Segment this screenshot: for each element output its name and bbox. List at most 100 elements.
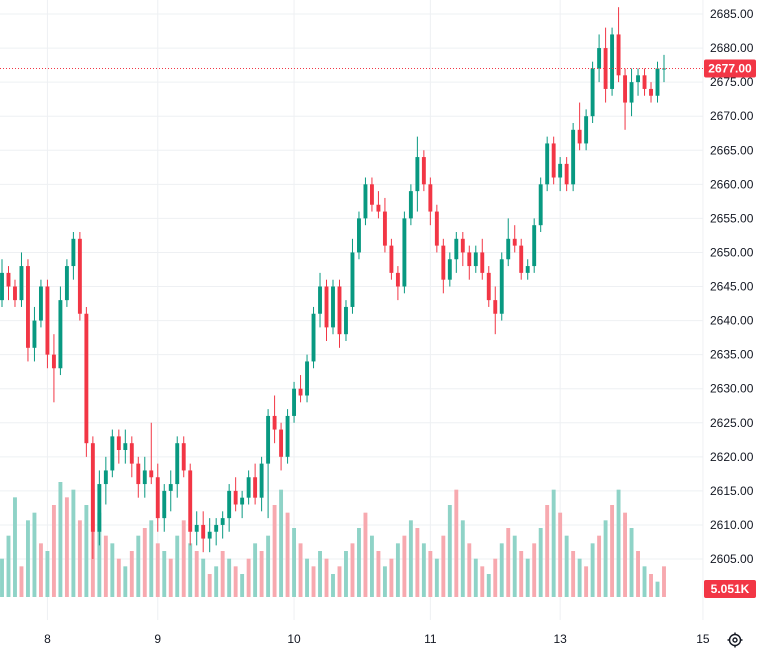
candle	[272, 395, 277, 444]
volume-bar	[129, 551, 134, 597]
x-tick-label: 10	[287, 632, 301, 646]
volume-bar	[45, 551, 50, 597]
candle	[389, 238, 394, 280]
volume-bar	[499, 543, 504, 597]
x-tick-label: 11	[424, 632, 437, 646]
volume-bar	[441, 535, 446, 597]
candle	[240, 490, 245, 519]
candle	[136, 456, 141, 498]
candle	[266, 409, 271, 519]
candle	[97, 470, 102, 546]
volume-bar	[564, 535, 569, 597]
volume-bar	[253, 543, 258, 597]
candle	[155, 463, 160, 532]
candle	[519, 238, 524, 280]
volume-bar	[19, 566, 24, 597]
volume-bar	[486, 574, 491, 597]
candle	[162, 484, 167, 532]
candle	[64, 259, 69, 307]
volume-bar	[655, 581, 660, 597]
candle	[324, 279, 329, 341]
y-tick-label: 2610.00	[710, 518, 754, 532]
x-tick-label: 9	[154, 632, 161, 646]
candle	[38, 279, 43, 328]
candle	[642, 68, 647, 96]
volume-bar	[194, 551, 199, 597]
volume-bar	[357, 528, 361, 597]
volume-bar	[77, 520, 82, 597]
volume-bar	[369, 535, 374, 597]
candle	[486, 266, 491, 307]
candle	[402, 211, 407, 294]
volume-bar	[545, 505, 550, 597]
candle	[512, 225, 517, 253]
volume-bar	[389, 558, 394, 597]
candle	[434, 204, 439, 253]
volume-bar	[525, 558, 530, 597]
y-axis[interactable]: 2685.00 2680.00 2675.00 2670.00 2665.00 2660.…	[710, 7, 754, 566]
candle	[201, 511, 206, 553]
volume-bar	[207, 574, 212, 597]
candle	[408, 184, 413, 226]
candle	[32, 306, 37, 362]
candle	[447, 252, 452, 287]
volume-bar	[214, 566, 219, 597]
volume-bar	[71, 489, 76, 597]
candle	[382, 197, 387, 253]
volume-bar	[344, 551, 348, 597]
volume-bar	[415, 528, 420, 597]
y-tick-label: 2640.00	[710, 314, 754, 328]
candle	[428, 177, 433, 226]
volume-bar	[38, 543, 43, 597]
candle	[110, 429, 115, 478]
candle	[19, 252, 24, 307]
candle	[142, 456, 147, 498]
volume-bar	[629, 528, 634, 597]
candle	[259, 456, 264, 512]
candle	[253, 463, 258, 505]
volume-bar	[636, 551, 640, 597]
candle	[279, 422, 284, 471]
candle	[194, 511, 199, 546]
volume-bar	[292, 528, 297, 597]
volume-bar	[408, 520, 413, 597]
volume-bar	[181, 520, 186, 597]
candle	[227, 484, 232, 532]
volume-bar	[421, 543, 426, 597]
volume-bar	[246, 558, 251, 597]
candle	[603, 27, 608, 103]
volume-bar	[162, 551, 167, 597]
y-tick-label: 2675.00	[710, 75, 754, 89]
candle	[357, 211, 361, 260]
last-price-badge: 2677.00	[704, 59, 756, 78]
volume-bar	[331, 574, 335, 597]
volume-bar	[0, 558, 4, 597]
y-tick-label: 2605.00	[710, 552, 754, 566]
volume-bar	[428, 551, 433, 597]
candle	[116, 429, 121, 464]
volume-bar	[6, 535, 11, 597]
volume-bar	[616, 489, 621, 597]
volume-bar	[168, 558, 173, 597]
candle	[363, 177, 368, 226]
candle	[493, 286, 498, 335]
volume-bar	[512, 535, 517, 597]
candle	[421, 150, 426, 192]
candle	[220, 511, 225, 539]
x-axis[interactable]: 89101113151617	[44, 632, 762, 646]
x-tick-label: 13	[553, 632, 567, 646]
volume-bar	[233, 566, 238, 597]
chart-settings-icon[interactable]	[724, 629, 746, 651]
candle	[188, 463, 193, 546]
candle	[181, 436, 186, 478]
candle	[467, 245, 472, 280]
volume-bar	[590, 543, 595, 597]
volume-bar	[64, 497, 69, 597]
candle	[655, 61, 660, 103]
candle	[610, 27, 615, 96]
y-tick-label: 2630.00	[710, 382, 754, 396]
volume-bar	[26, 520, 30, 597]
y-tick-label: 2620.00	[710, 450, 754, 464]
volume-badge-text: 5.051K	[711, 582, 750, 596]
